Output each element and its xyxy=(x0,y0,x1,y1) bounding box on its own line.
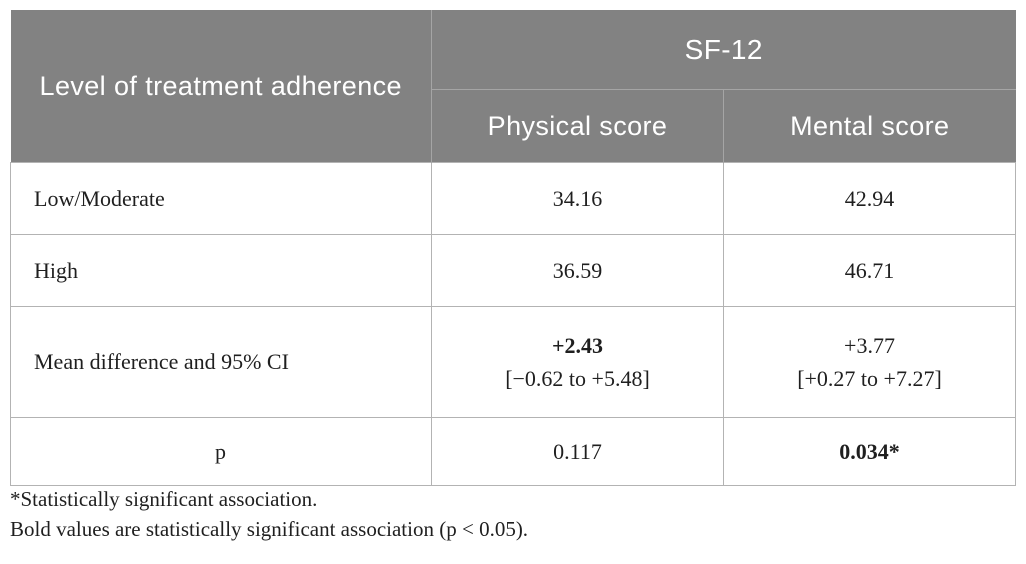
cell-high-physical: 36.59 xyxy=(431,234,724,307)
cell-low-moderate-physical: 34.16 xyxy=(431,162,724,235)
header-physical-score: Physical score xyxy=(431,89,724,163)
cell-p-mental: 0.034* xyxy=(723,417,1016,486)
table-footnotes: *Statistically significant association. … xyxy=(10,484,528,544)
mean-difference-mental-ci: [+0.27 to +7.27] xyxy=(797,366,942,391)
row-label-high: High xyxy=(10,234,432,307)
cell-p-physical: 0.117 xyxy=(431,417,724,486)
cell-high-mental: 46.71 xyxy=(723,234,1016,307)
row-label-mean-difference: Mean difference and 95% CI xyxy=(10,306,432,418)
header-level-of-treatment-adherence: Level of treatment adherence xyxy=(10,10,432,163)
header-group-sf12: SF-12 xyxy=(431,10,1016,90)
cell-mean-difference-mental: +3.77 [+0.27 to +7.27] xyxy=(723,306,1016,418)
mean-difference-physical-ci: [−0.62 to +5.48] xyxy=(505,366,650,391)
mean-difference-mental-value: +3.77 xyxy=(844,333,895,358)
row-label-p: p xyxy=(10,417,432,486)
footnote-bold-values: Bold values are statistically significan… xyxy=(10,517,529,541)
table-row-mean-difference: Mean difference and 95% CI +2.43 [−0.62 … xyxy=(10,306,1016,418)
table-header: Level of treatment adherence SF-12 Physi… xyxy=(10,10,1016,163)
mean-difference-physical-value: +2.43 xyxy=(551,333,604,358)
cell-mean-difference-physical: +2.43 [−0.62 to +5.48] xyxy=(431,306,724,418)
cell-low-moderate-mental: 42.94 xyxy=(723,162,1016,235)
table-body: Low/Moderate 34.16 42.94 High 36.59 46.7… xyxy=(10,162,1016,486)
sf12-adherence-table: Level of treatment adherence SF-12 Physi… xyxy=(10,10,1016,486)
table-row-high: High 36.59 46.71 xyxy=(10,234,1016,307)
footnote-significance: *Statistically significant association. xyxy=(10,487,318,511)
table-row-p-value: p 0.117 0.034* xyxy=(10,417,1016,486)
row-label-low-moderate: Low/Moderate xyxy=(10,162,432,235)
table-row-low-moderate: Low/Moderate 34.16 42.94 xyxy=(10,162,1016,235)
header-mental-score: Mental score xyxy=(723,89,1016,163)
